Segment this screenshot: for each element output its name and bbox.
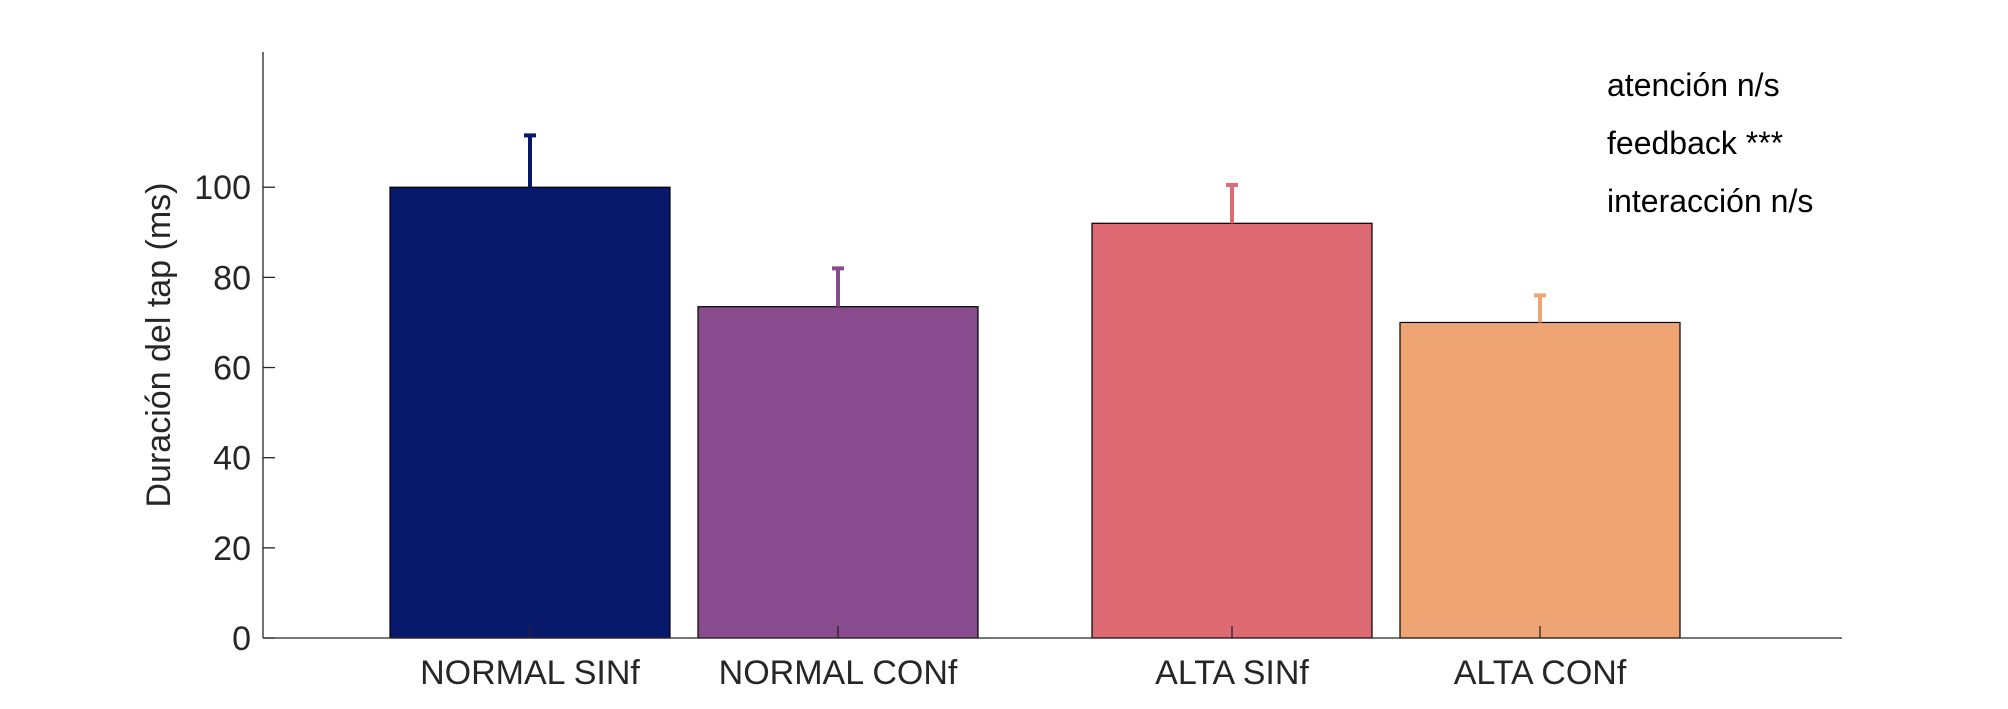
bars	[389, 186, 1681, 639]
y-tick-label: 100	[194, 169, 251, 207]
bar-normal-sinf	[389, 186, 671, 639]
annotation-line: atención n/s	[1607, 67, 1780, 103]
x-tick-label: ALTA SINf	[1155, 654, 1309, 692]
y-tick-label: 20	[213, 530, 251, 568]
y-tick-label: 0	[232, 620, 251, 658]
x-tick-label: NORMAL SINf	[420, 654, 640, 692]
x-tick-label: NORMAL CONf	[719, 654, 958, 692]
bar-alta-conf	[1399, 321, 1681, 639]
y-axis-label: Duración del tap (ms)	[140, 182, 178, 507]
bar-normal-conf	[697, 306, 979, 639]
error-bar-alta-sinf	[1226, 182, 1238, 224]
y-tick-label: 80	[213, 259, 251, 297]
y-tick-label: 60	[213, 350, 251, 388]
y-ticks: 0 20 40 60 80 100	[194, 169, 275, 658]
error-bar-normal-sinf	[524, 133, 536, 188]
x-tick-label: ALTA CONf	[1454, 654, 1627, 692]
annotation-line: feedback ***	[1607, 125, 1783, 161]
annotation-line: interacción n/s	[1607, 183, 1813, 219]
significance-annotations: atención n/s feedback *** interacción n/s	[1607, 67, 1813, 219]
bar-alta-sinf	[1091, 222, 1373, 639]
error-bar-alta-conf	[1534, 293, 1546, 323]
x-ticks: NORMAL SINf NORMAL CONf ALTA SINf ALTA CONf	[420, 626, 1627, 692]
y-tick-label: 40	[213, 440, 251, 478]
error-bars	[524, 133, 1546, 323]
error-bar-normal-conf	[832, 266, 844, 307]
